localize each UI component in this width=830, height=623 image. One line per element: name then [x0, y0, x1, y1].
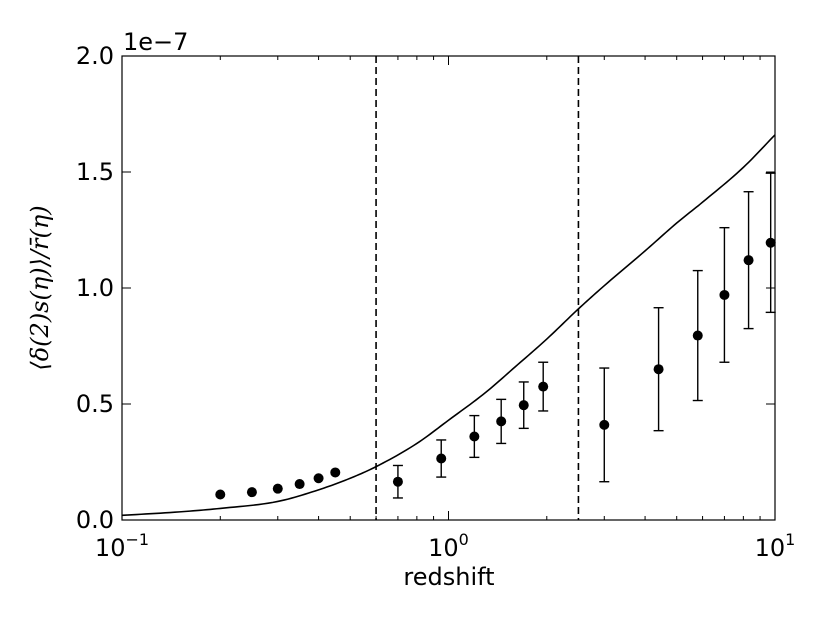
model-curve: [121, 134, 776, 517]
data-point-0: [215, 489, 226, 500]
plot-area: 0.0 0.5 1.0 1.5 2.0 10−1 100 101: [76, 42, 796, 562]
data-point-8: [469, 431, 480, 442]
y-tick-label-0: 0.0: [76, 506, 114, 534]
x-tick-label-0: 10−1: [95, 530, 149, 562]
plot-frame: [121, 55, 776, 521]
y-tick-label-3: 1.5: [76, 158, 114, 186]
data-point-4: [313, 473, 324, 484]
y-tick-label-2: 1.0: [76, 274, 114, 302]
data-point-15: [719, 289, 730, 300]
y-axis-multiplier: 1e−7: [123, 28, 188, 56]
data-point-3: [294, 479, 305, 490]
data-point-14: [692, 330, 703, 341]
x-axis-title: redshift: [403, 563, 494, 591]
data-point-1: [246, 487, 257, 498]
x-tick-label-1: 100: [428, 530, 469, 562]
y-tick-label-1: 0.5: [76, 390, 114, 418]
y-tick-label-4: 2.0: [76, 42, 114, 70]
data-point-10: [518, 400, 529, 411]
data-point-6: [392, 476, 403, 487]
data-point-12: [599, 419, 610, 430]
data-point-11: [538, 381, 549, 392]
data-point-5: [330, 467, 341, 478]
data-point-13: [653, 364, 664, 375]
data-point-2: [272, 483, 283, 494]
data-point-16: [743, 255, 754, 266]
data-point-7: [436, 453, 447, 464]
y-axis-title: ⟨δ(2)s(η)⟩/r̄(η): [26, 205, 54, 370]
data-point-17: [765, 237, 776, 248]
data-point-9: [496, 416, 507, 427]
x-tick-label-2: 101: [755, 530, 796, 562]
